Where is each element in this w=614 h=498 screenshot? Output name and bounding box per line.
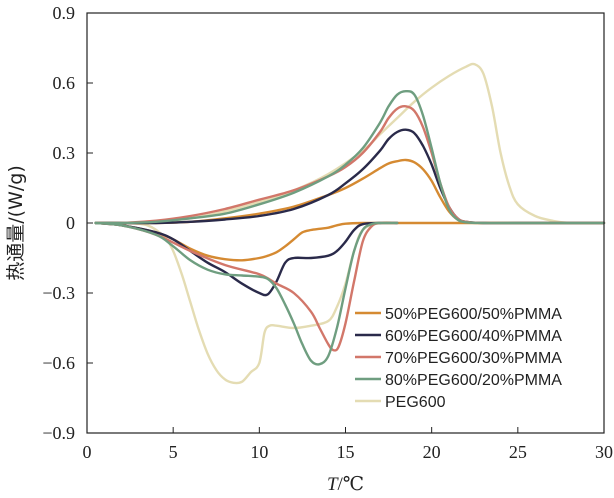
x-tick-label: 10 bbox=[250, 442, 268, 462]
y-tick-label: −0.9 bbox=[42, 423, 75, 443]
ticks-layer: 0 5 10 15 20 25 30 0.9 0.6 0.3 0 −0.3 −0.6 −0.9 bbox=[42, 3, 613, 462]
x-axis-label: T/℃ bbox=[327, 474, 364, 495]
series-line-1-cooling bbox=[94, 221, 399, 297]
legend-label: 70%PEG600/30%PMMA bbox=[385, 350, 562, 367]
series-line-2-heating bbox=[94, 105, 606, 225]
series-line-1-heating bbox=[94, 128, 606, 225]
x-tick-label: 30 bbox=[595, 442, 613, 462]
x-tick-label: 20 bbox=[423, 442, 441, 462]
x-tick-label: 15 bbox=[337, 442, 355, 462]
y-tick-label: 0.9 bbox=[53, 3, 76, 23]
series-line-4-heating bbox=[94, 62, 606, 225]
y-tick-label: −0.3 bbox=[42, 283, 75, 303]
y-tick-label: 0.3 bbox=[53, 143, 76, 163]
legend-label: 50%PEG600/50%PMMA bbox=[385, 306, 562, 323]
legend-label: 60%PEG600/40%PMMA bbox=[385, 328, 562, 345]
legend-label: 80%PEG600/20%PMMA bbox=[385, 372, 562, 389]
x-tick-label: 5 bbox=[169, 442, 178, 462]
x-tick-label: 25 bbox=[509, 442, 527, 462]
y-tick-label: 0.6 bbox=[53, 73, 76, 93]
series-line-0-heating bbox=[94, 158, 606, 225]
legend-label: PEG600 bbox=[385, 394, 446, 411]
legend: 50%PEG600/50%PMMA 60%PEG600/40%PMMA 70%PEG… bbox=[355, 306, 562, 411]
x-axis-label-unit: /℃ bbox=[338, 474, 365, 495]
series-layer bbox=[94, 62, 606, 385]
series-line-4-cooling bbox=[94, 221, 399, 385]
y-axis-label: 热通量/(W/g) bbox=[5, 165, 27, 280]
x-tick-label: 0 bbox=[83, 442, 92, 462]
y-tick-label: −0.6 bbox=[42, 353, 75, 373]
series-line-3-heating bbox=[94, 89, 606, 225]
series-line-3-cooling bbox=[94, 221, 399, 366]
x-axis-label-symbol: T bbox=[327, 474, 339, 495]
y-tick-label: 0 bbox=[66, 213, 75, 233]
series-line-2-cooling bbox=[94, 221, 399, 352]
